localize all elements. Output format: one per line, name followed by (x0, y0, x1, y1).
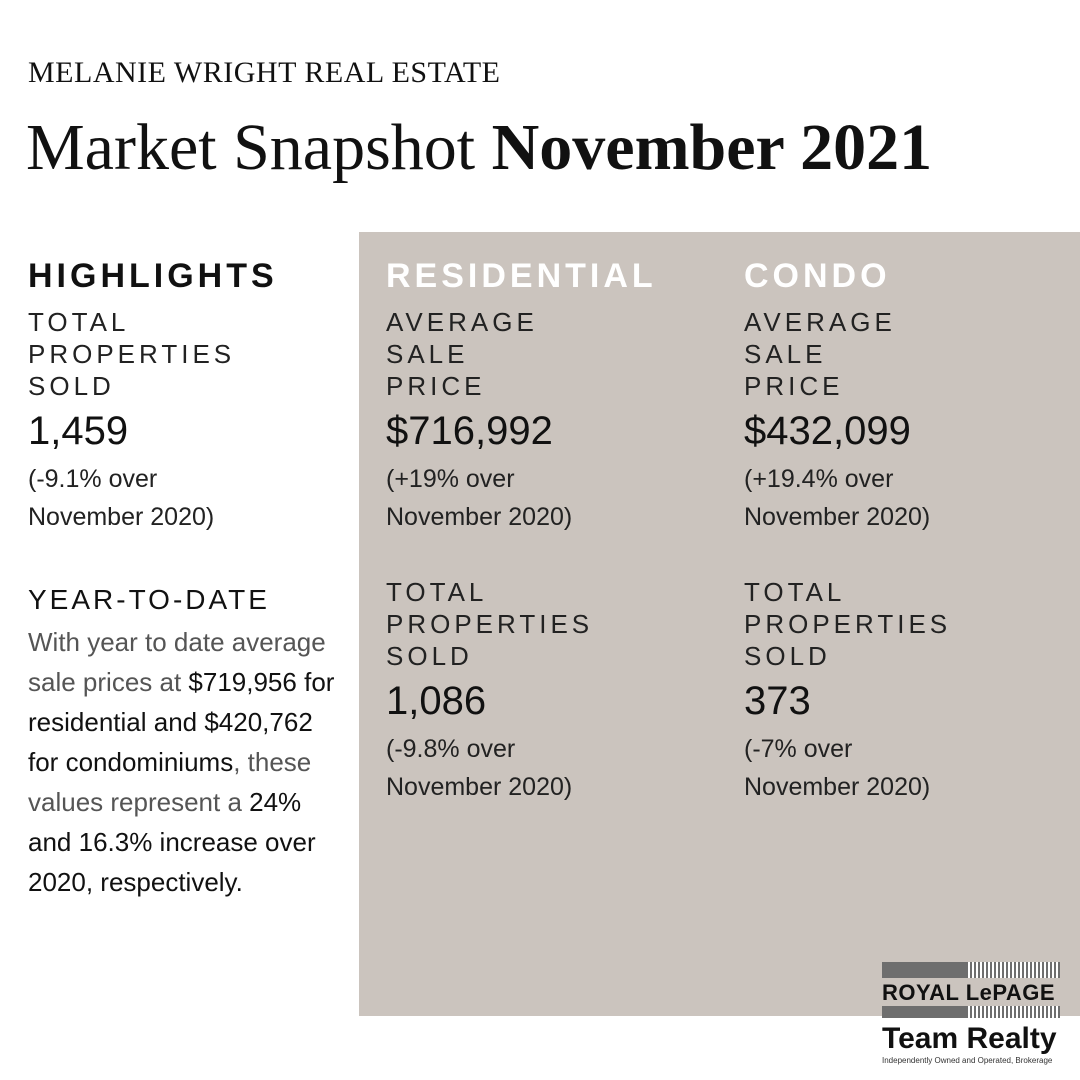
logo-bars-top (882, 962, 1060, 978)
highlights-change: (-9.1% over November 2020) (28, 465, 215, 531)
residential-price-label: AVERAGE SALE PRICE (386, 307, 538, 401)
condo-price-label: AVERAGE SALE PRICE (744, 307, 896, 401)
logo-name: ROYAL LePAGE (882, 980, 1056, 1005)
stats-panel (359, 232, 1080, 1016)
page-title: Market Snapshot November 2021 (26, 110, 932, 186)
residential-heading: RESIDENTIAL (386, 257, 657, 295)
highlights-label: TOTAL PROPERTIES SOLD (28, 307, 236, 401)
ytd-text: With year to date average sale prices at… (28, 627, 335, 897)
condo-price-change: (+19.4% over November 2020) (744, 465, 931, 531)
brand-name: MELANIE WRIGHT REAL ESTATE (28, 56, 501, 89)
logo-tagline: Independently Owned and Operated, Broker… (882, 1056, 1053, 1065)
ytd-heading: YEAR-TO-DATE (28, 584, 270, 615)
residential-sold-label: TOTAL PROPERTIES SOLD (386, 577, 594, 671)
highlights-column: HIGHLIGHTS TOTAL PROPERTIES SOLD 1,459 (… (28, 256, 338, 902)
royal-lepage-logo: ROYAL LePAGE Team Realty Independently O… (882, 962, 1060, 1072)
logo-bars-bottom (882, 1006, 1060, 1018)
condo-sold-label: TOTAL PROPERTIES SOLD (744, 577, 952, 671)
condo-price-value: $432,099 (744, 409, 911, 453)
highlights-heading: HIGHLIGHTS (28, 257, 278, 295)
title-bold: November 2021 (491, 111, 933, 184)
residential-sold-change: (-9.8% over November 2020) (386, 735, 573, 801)
condo-sold-change: (-7% over November 2020) (744, 735, 931, 801)
condo-sold-value: 373 (744, 679, 811, 723)
residential-price-value: $716,992 (386, 409, 553, 453)
condo-heading: CONDO (744, 257, 891, 295)
residential-price-change: (+19% over November 2020) (386, 465, 573, 531)
logo-team: Team Realty (882, 1022, 1057, 1055)
residential-column: RESIDENTIAL AVERAGE SALE PRICE $716,992 … (386, 256, 716, 806)
residential-sold-value: 1,086 (386, 679, 487, 723)
highlights-total-sold: 1,459 (28, 409, 129, 453)
condo-column: CONDO AVERAGE SALE PRICE $432,099 (+19.4… (744, 256, 1064, 806)
title-regular: Market Snapshot (26, 111, 492, 184)
